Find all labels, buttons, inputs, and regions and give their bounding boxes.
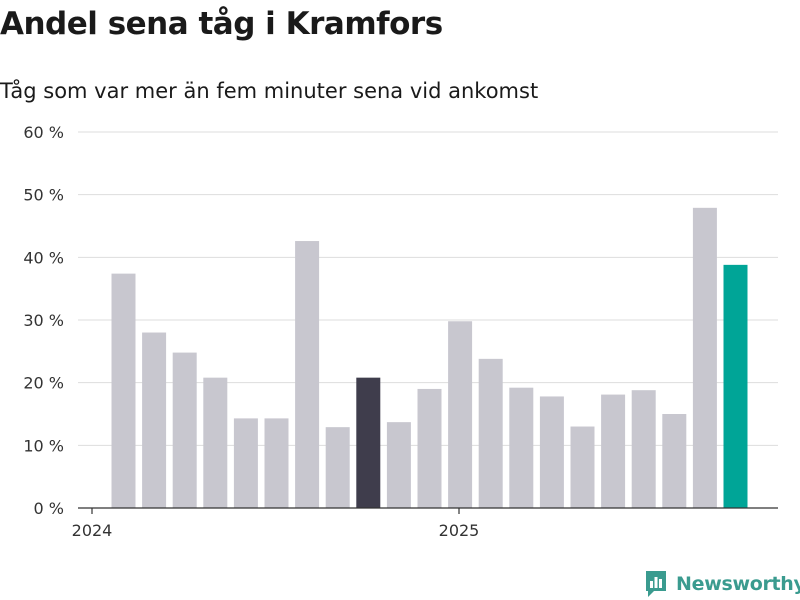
bar-2024-04 <box>203 377 228 508</box>
bar-2025-06 <box>631 390 656 508</box>
bar-2025-08 <box>692 207 717 508</box>
bar-2024-11 <box>417 388 442 508</box>
x-tick-label: 2025 <box>439 521 480 540</box>
bar-2025-07 <box>662 414 687 508</box>
bar-2024-05 <box>233 418 258 508</box>
y-tick-label: 40 % <box>23 248 64 267</box>
bar-2024-07 <box>295 241 320 508</box>
newsworthy-logo-icon <box>646 571 666 597</box>
y-tick-label: 0 % <box>34 499 64 518</box>
bar-2024-08 <box>325 427 350 508</box>
bar-2024-02 <box>142 332 167 508</box>
bar-2025-05 <box>601 394 626 508</box>
y-tick-label: 30 % <box>23 311 64 330</box>
bar-2025-03 <box>539 396 564 508</box>
bars <box>111 207 748 508</box>
brand-logo: Newsworthy <box>644 568 800 600</box>
bar-2024-06 <box>264 418 289 508</box>
chart-title: Andel sena tåg i Kramfors <box>0 6 443 42</box>
y-tick-label: 20 % <box>23 374 64 393</box>
bar-2025-04 <box>570 426 595 508</box>
bar-2024-12 <box>448 321 473 508</box>
bar-2024-03 <box>172 352 197 508</box>
y-tick-label: 50 % <box>23 186 64 205</box>
bar-2024-01 <box>111 273 136 508</box>
chart-subtitle: Tåg som var mer än fem minuter sena vid … <box>0 79 539 103</box>
bar-2025-09 <box>723 264 748 508</box>
y-tick-label: 60 % <box>23 123 64 142</box>
bar-2024-10 <box>386 422 411 508</box>
x-axis: 2024 2025 <box>72 507 778 540</box>
bar-2025-02 <box>509 387 534 508</box>
bar-chart: 0 % 10 % 20 % 30 % 40 % 50 % 60 % 2024 2025 <box>23 123 778 540</box>
y-axis-labels: 0 % 10 % 20 % 30 % 40 % 50 % 60 % <box>23 123 64 518</box>
brand-name: Newsworthy <box>676 573 800 595</box>
x-tick-label: 2024 <box>72 521 113 540</box>
y-tick-label: 10 % <box>23 436 64 455</box>
bar-2024-09 <box>356 377 381 508</box>
bar-2025-01 <box>478 358 503 508</box>
